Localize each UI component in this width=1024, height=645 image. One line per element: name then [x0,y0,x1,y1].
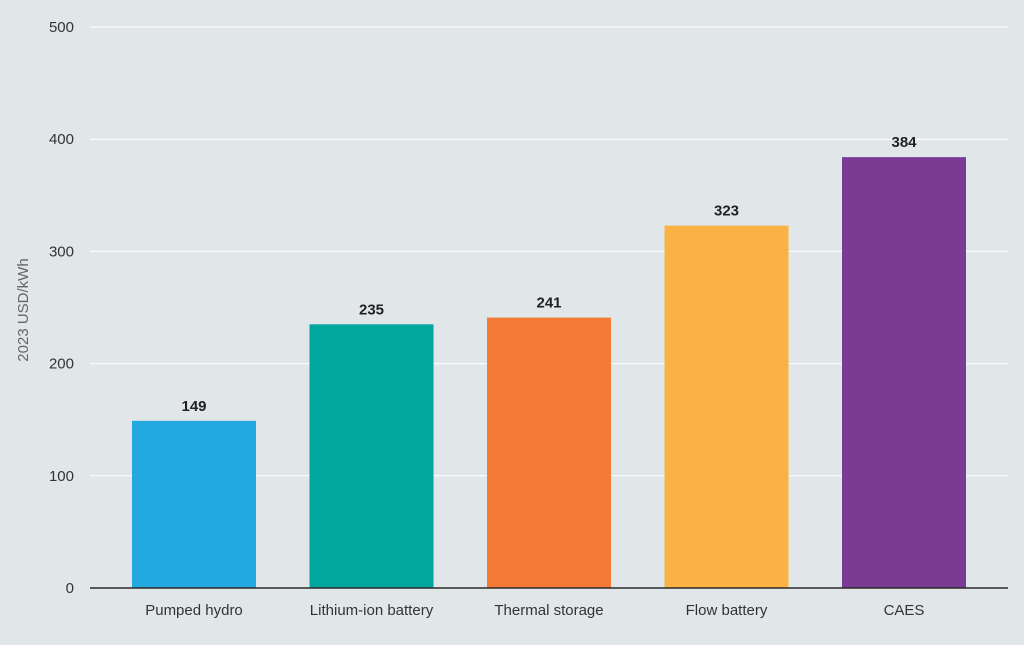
data-label: 384 [891,134,917,151]
bar [664,225,789,588]
x-tick-label: Thermal storage [494,602,603,619]
y-tick-label: 200 [49,356,74,373]
y-tick-label: 300 [49,243,74,260]
data-label: 323 [714,203,739,220]
y-tick-label: 400 [49,131,74,148]
y-tick-label: 0 [66,580,74,597]
bar [842,157,966,589]
x-tick-label: Lithium-ion battery [310,602,434,619]
bar [132,420,256,588]
y-tick-label: 500 [49,19,74,36]
bar [309,324,434,588]
data-label: 149 [181,398,206,415]
bar [487,317,611,588]
x-axis-ticks: Pumped hydro Lithium-ion battery Thermal s… [145,602,924,619]
y-axis-label: 2023 USD/kWh [15,258,32,361]
data-label: 241 [536,295,561,312]
x-tick-label: Pumped hydro [145,602,243,619]
data-labels: 149 235 241 323 384 [181,134,917,415]
x-tick-label: Flow battery [686,602,768,619]
data-label: 235 [359,301,384,318]
y-tick-label: 100 [49,468,74,485]
x-tick-label: CAES [884,602,925,619]
y-axis-ticks: 0 100 200 300 400 500 [49,19,74,597]
bars [132,157,966,589]
